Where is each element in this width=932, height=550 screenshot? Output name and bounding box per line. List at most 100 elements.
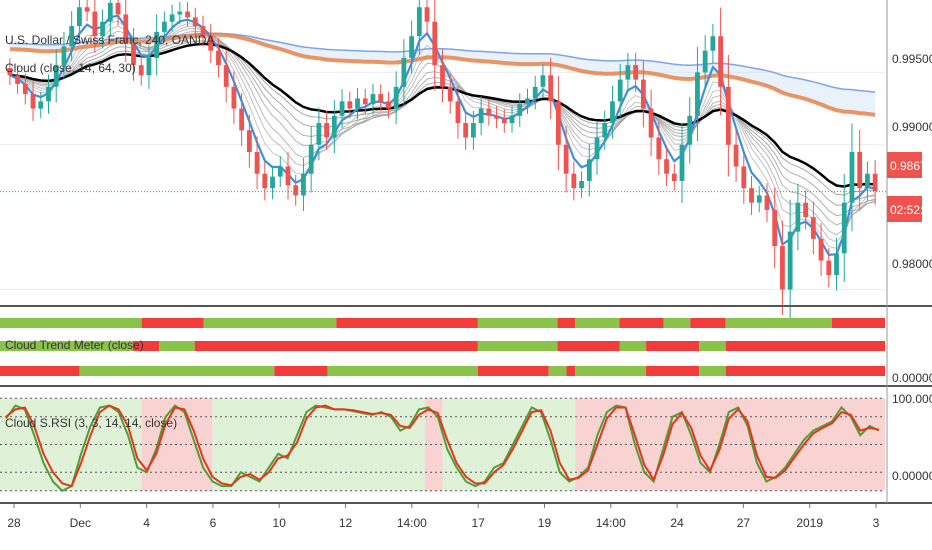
candle[interactable] bbox=[378, 94, 384, 102]
candle[interactable] bbox=[695, 72, 700, 116]
candle[interactable] bbox=[107, 2, 113, 22]
candle[interactable] bbox=[733, 144, 739, 167]
candle[interactable] bbox=[517, 104, 523, 116]
candle[interactable] bbox=[285, 166, 291, 186]
candle[interactable] bbox=[362, 98, 368, 105]
candle[interactable] bbox=[463, 123, 469, 138]
candle[interactable] bbox=[772, 209, 778, 247]
candle[interactable] bbox=[246, 130, 252, 152]
candle[interactable] bbox=[571, 173, 577, 189]
candle[interactable] bbox=[53, 65, 59, 87]
candle[interactable] bbox=[46, 86, 51, 102]
candle[interactable] bbox=[555, 101, 561, 145]
candle[interactable] bbox=[625, 65, 631, 80]
candle[interactable] bbox=[501, 118, 507, 124]
candle[interactable] bbox=[610, 101, 615, 124]
candle[interactable] bbox=[803, 202, 809, 218]
candle[interactable] bbox=[749, 188, 754, 203]
trend-meter-pane[interactable] bbox=[0, 318, 885, 376]
candle[interactable] bbox=[22, 83, 28, 95]
candle[interactable] bbox=[532, 86, 538, 99]
candle[interactable] bbox=[841, 202, 847, 254]
candle[interactable] bbox=[223, 65, 229, 87]
candle[interactable] bbox=[61, 46, 67, 66]
price-pane[interactable] bbox=[0, 0, 887, 322]
candle[interactable] bbox=[161, 21, 167, 32]
candle[interactable] bbox=[169, 14, 175, 22]
candle[interactable] bbox=[216, 50, 221, 66]
candle[interactable] bbox=[525, 98, 530, 105]
candle[interactable] bbox=[872, 173, 878, 192]
candle[interactable] bbox=[440, 65, 445, 87]
candle[interactable] bbox=[401, 57, 407, 87]
candle[interactable] bbox=[764, 195, 770, 210]
candle[interactable] bbox=[849, 152, 855, 203]
candle[interactable] bbox=[478, 108, 484, 124]
candle[interactable] bbox=[810, 217, 816, 239]
candle[interactable] bbox=[239, 108, 245, 131]
candle[interactable] bbox=[138, 65, 144, 76]
candle[interactable] bbox=[563, 144, 569, 174]
candle[interactable] bbox=[409, 36, 414, 58]
candle[interactable] bbox=[548, 75, 554, 102]
candle[interactable] bbox=[200, 26, 206, 37]
candle[interactable] bbox=[84, 7, 90, 12]
candle[interactable] bbox=[687, 115, 693, 145]
candle[interactable] bbox=[7, 68, 13, 76]
candle[interactable] bbox=[471, 123, 476, 138]
candle[interactable] bbox=[671, 173, 677, 181]
candle[interactable] bbox=[293, 185, 299, 196]
candle[interactable] bbox=[277, 166, 283, 177]
candle[interactable] bbox=[756, 195, 762, 203]
candle[interactable] bbox=[185, 11, 190, 18]
candle[interactable] bbox=[355, 98, 360, 109]
candle[interactable] bbox=[115, 2, 121, 15]
candle[interactable] bbox=[231, 86, 237, 109]
candle[interactable] bbox=[262, 173, 268, 189]
candle[interactable] bbox=[826, 260, 832, 276]
candle[interactable] bbox=[664, 159, 669, 174]
candle[interactable] bbox=[540, 75, 546, 87]
candle[interactable] bbox=[857, 152, 863, 189]
candle[interactable] bbox=[339, 101, 345, 116]
srsi-pane[interactable] bbox=[0, 397, 885, 493]
candle[interactable] bbox=[494, 115, 499, 119]
candle[interactable] bbox=[15, 75, 20, 84]
candle[interactable] bbox=[594, 137, 600, 160]
candle[interactable] bbox=[509, 115, 515, 124]
candle[interactable] bbox=[30, 94, 36, 109]
candle[interactable] bbox=[718, 36, 724, 87]
candle[interactable] bbox=[370, 94, 376, 105]
candle[interactable] bbox=[447, 86, 453, 102]
candle[interactable] bbox=[741, 166, 747, 189]
candle[interactable] bbox=[455, 101, 461, 124]
candle[interactable] bbox=[787, 231, 793, 290]
candle[interactable] bbox=[100, 21, 105, 37]
candle[interactable] bbox=[795, 202, 801, 232]
candle[interactable] bbox=[192, 17, 198, 27]
candle[interactable] bbox=[254, 152, 260, 174]
candle[interactable] bbox=[270, 176, 275, 189]
candle[interactable] bbox=[710, 36, 716, 51]
candle[interactable] bbox=[38, 101, 44, 109]
candle[interactable] bbox=[177, 11, 183, 15]
candle[interactable] bbox=[602, 123, 608, 138]
candle[interactable] bbox=[316, 123, 322, 145]
candle[interactable] bbox=[324, 123, 330, 138]
candle[interactable] bbox=[640, 79, 646, 109]
candle[interactable] bbox=[586, 159, 592, 181]
candle[interactable] bbox=[146, 57, 152, 76]
time-axis[interactable]: 28 Dec 4 6 10 12 14:00 17 19 14:00 24 27 2019 3 bbox=[7, 503, 880, 530]
candle[interactable] bbox=[386, 101, 391, 109]
candle[interactable] bbox=[617, 79, 623, 102]
candle[interactable] bbox=[208, 36, 214, 51]
candle[interactable] bbox=[780, 246, 785, 290]
candle[interactable] bbox=[865, 173, 870, 189]
candle[interactable] bbox=[301, 173, 306, 196]
candle[interactable] bbox=[834, 253, 839, 276]
candle[interactable] bbox=[308, 144, 314, 174]
candle[interactable] bbox=[818, 238, 824, 261]
candle[interactable] bbox=[424, 7, 430, 22]
candle[interactable] bbox=[656, 137, 662, 160]
